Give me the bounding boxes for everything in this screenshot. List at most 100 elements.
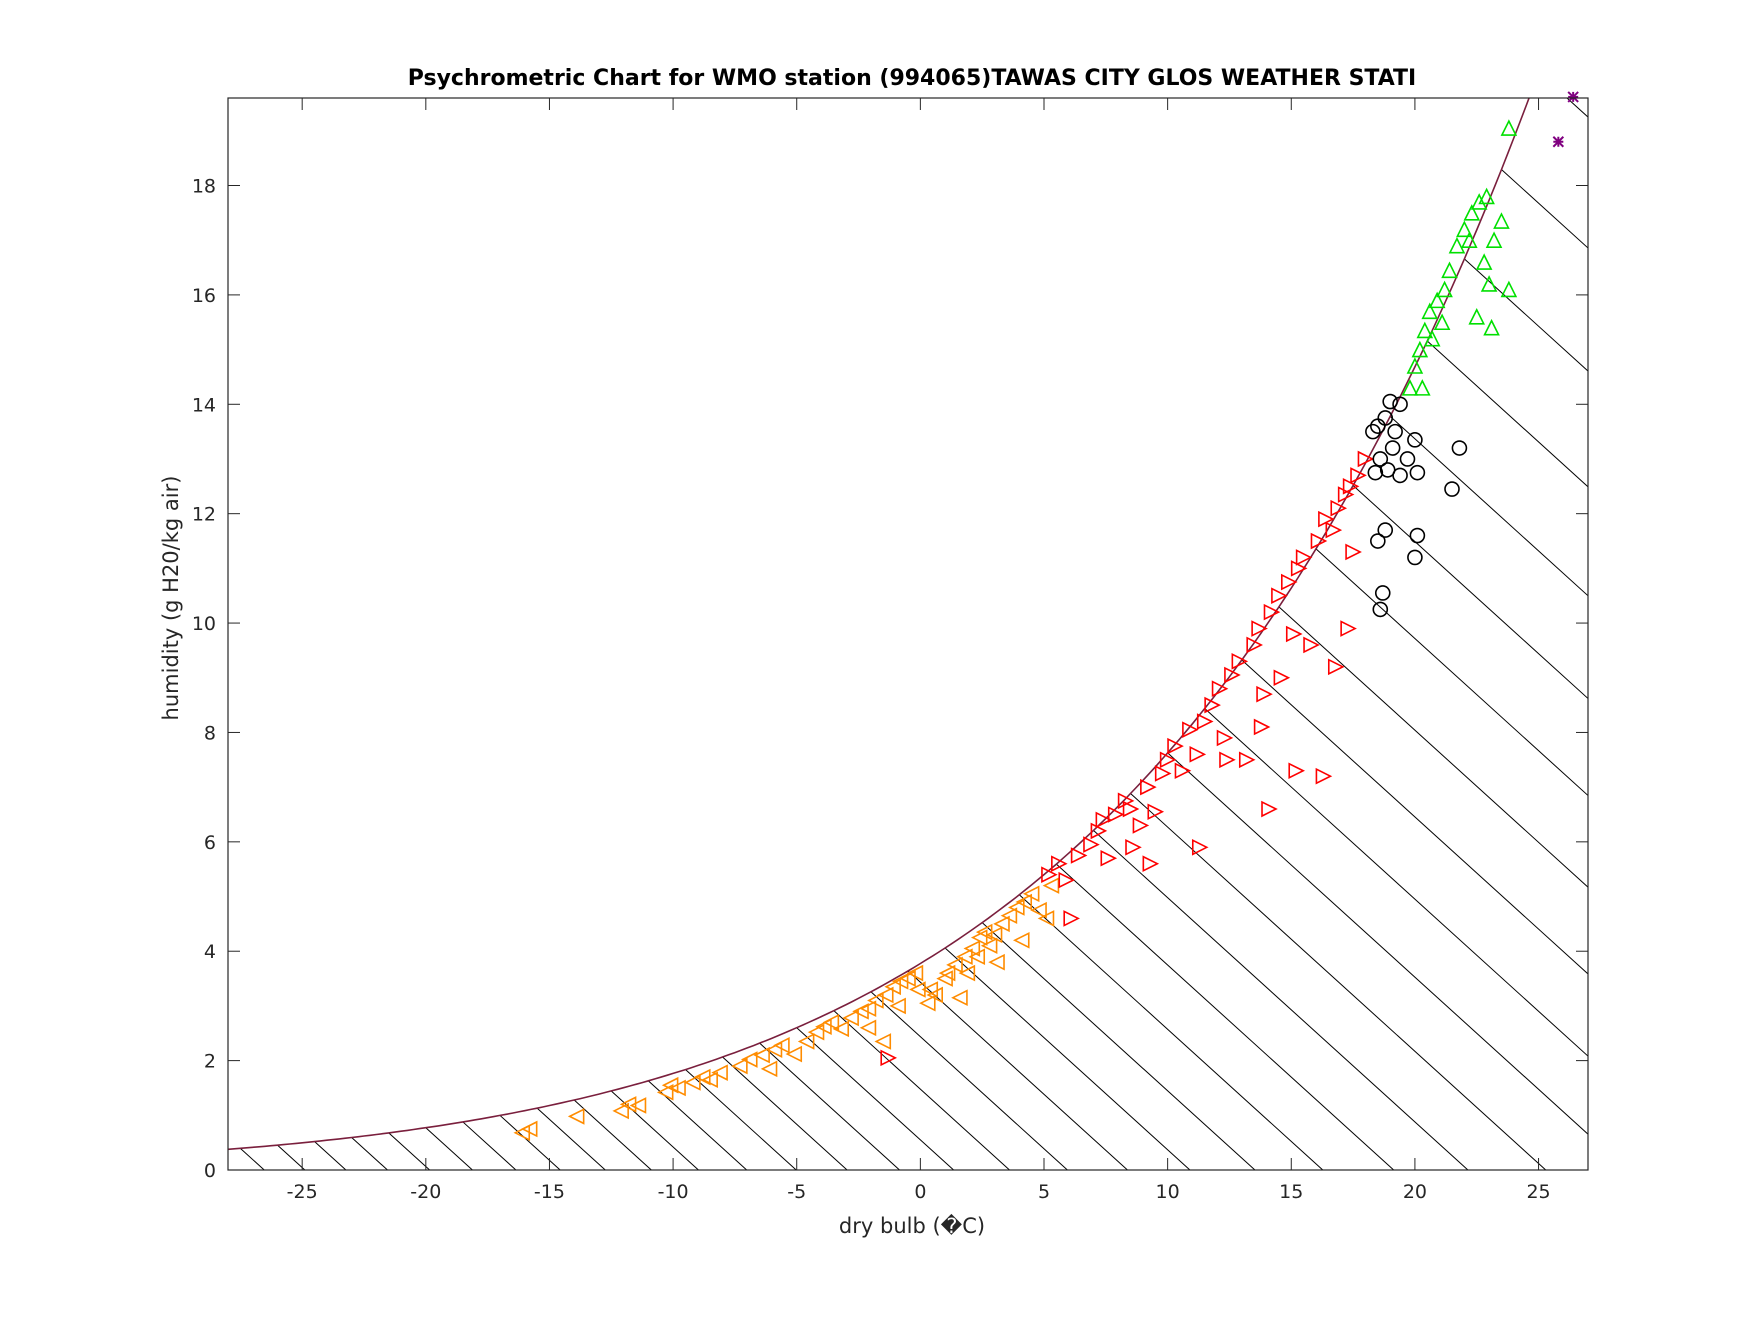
data-point [1231, 653, 1249, 670]
data-point [1117, 792, 1135, 810]
data-point [1315, 767, 1333, 785]
wet-bulb-line [462, 1121, 517, 1170]
data-point [1263, 603, 1281, 621]
wet-bulb-line [722, 1056, 848, 1170]
wet-bulb-line [1426, 340, 1588, 488]
data-point [1377, 522, 1394, 538]
data-point [1189, 746, 1207, 763]
data-point [1500, 280, 1518, 298]
data-point [684, 1074, 701, 1091]
data-point [1367, 464, 1384, 481]
y-tick-label: 6 [204, 832, 216, 854]
data-point [889, 997, 906, 1015]
data-point [1196, 713, 1214, 730]
wet-bulb-line [1130, 793, 1547, 1170]
wet-bulb-line [499, 1115, 561, 1170]
x-tick-label: -15 [534, 1181, 565, 1203]
data-point [1448, 236, 1466, 254]
data-point [1470, 193, 1488, 210]
data-point [656, 1084, 674, 1101]
data-point [1401, 379, 1419, 396]
wet-bulb-line [833, 1010, 1010, 1170]
data-point [958, 964, 976, 982]
data-point [1468, 307, 1486, 325]
data-point [1436, 280, 1453, 298]
data-point [985, 926, 1003, 944]
y-tick-label: 12 [192, 504, 216, 526]
data-point [1399, 451, 1416, 467]
wet-bulb-line [1204, 708, 1588, 1057]
data-point [1219, 751, 1236, 769]
data-point [1285, 625, 1303, 643]
chart-title: Psychrometric Chart for WMO station (994… [408, 66, 1416, 91]
data-point [859, 1019, 877, 1037]
data-point [1372, 601, 1389, 618]
data-point [1500, 119, 1518, 136]
data-point [1461, 231, 1478, 249]
data-point [876, 986, 894, 1004]
data-point [1063, 910, 1080, 927]
data-point [1493, 212, 1510, 229]
wet-bulb-line [944, 947, 1191, 1170]
data-point [859, 1000, 877, 1017]
data-point [1100, 849, 1118, 867]
data-point [1379, 462, 1396, 478]
data-point [1428, 291, 1446, 309]
wet-bulb-line [388, 1132, 430, 1170]
data-point [1374, 585, 1391, 601]
wet-bulb-line [351, 1137, 388, 1170]
data-point [832, 1020, 850, 1038]
data-point [1330, 499, 1348, 517]
data-point [1372, 451, 1389, 467]
data-point [1423, 329, 1441, 347]
data-point [1051, 855, 1068, 873]
data-point [1191, 839, 1209, 856]
data-point [1485, 231, 1503, 249]
wet-bulb-line [1389, 415, 1588, 597]
asterisk-stroke [1552, 136, 1565, 148]
data-point [740, 1051, 758, 1068]
data-point [1370, 533, 1386, 549]
data-point [1261, 800, 1278, 818]
wet-bulb-line [1093, 830, 1469, 1170]
data-point [1251, 620, 1268, 637]
data-point [1463, 204, 1481, 221]
data-point [1090, 822, 1108, 840]
x-tick-label: 15 [1279, 1181, 1303, 1203]
data-point [797, 1033, 815, 1050]
wet-bulb-line [277, 1144, 306, 1170]
data-point [1132, 817, 1150, 834]
data-point [1224, 666, 1241, 684]
wet-bulb-line [240, 1147, 265, 1170]
x-tick-label: -25 [287, 1181, 318, 1203]
data-point [1256, 685, 1273, 703]
data-point [1552, 136, 1565, 148]
data-point [884, 978, 901, 996]
data-point [1327, 658, 1345, 676]
wet-bulb-line [610, 1090, 699, 1170]
data-point [1441, 261, 1458, 279]
wet-bulb-line [796, 1027, 954, 1170]
data-point [1409, 464, 1426, 481]
data-point [968, 948, 986, 965]
data-point [612, 1102, 629, 1120]
data-point [1204, 696, 1221, 714]
data-point [899, 970, 916, 987]
data-point [1281, 573, 1298, 591]
data-point [1147, 803, 1165, 821]
data-point [711, 1064, 728, 1081]
data-point [520, 1120, 538, 1138]
data-point [1122, 800, 1140, 818]
data-point [988, 953, 1005, 971]
data-point [1340, 620, 1357, 637]
wet-bulb-line [536, 1107, 606, 1170]
data-point [1159, 751, 1177, 769]
data-point [1070, 847, 1088, 864]
data-point [926, 986, 944, 1004]
x-tick-label: 10 [1156, 1181, 1180, 1203]
data-point [815, 1018, 832, 1035]
data-point [1377, 410, 1394, 426]
x-tick-label: 25 [1526, 1181, 1550, 1203]
